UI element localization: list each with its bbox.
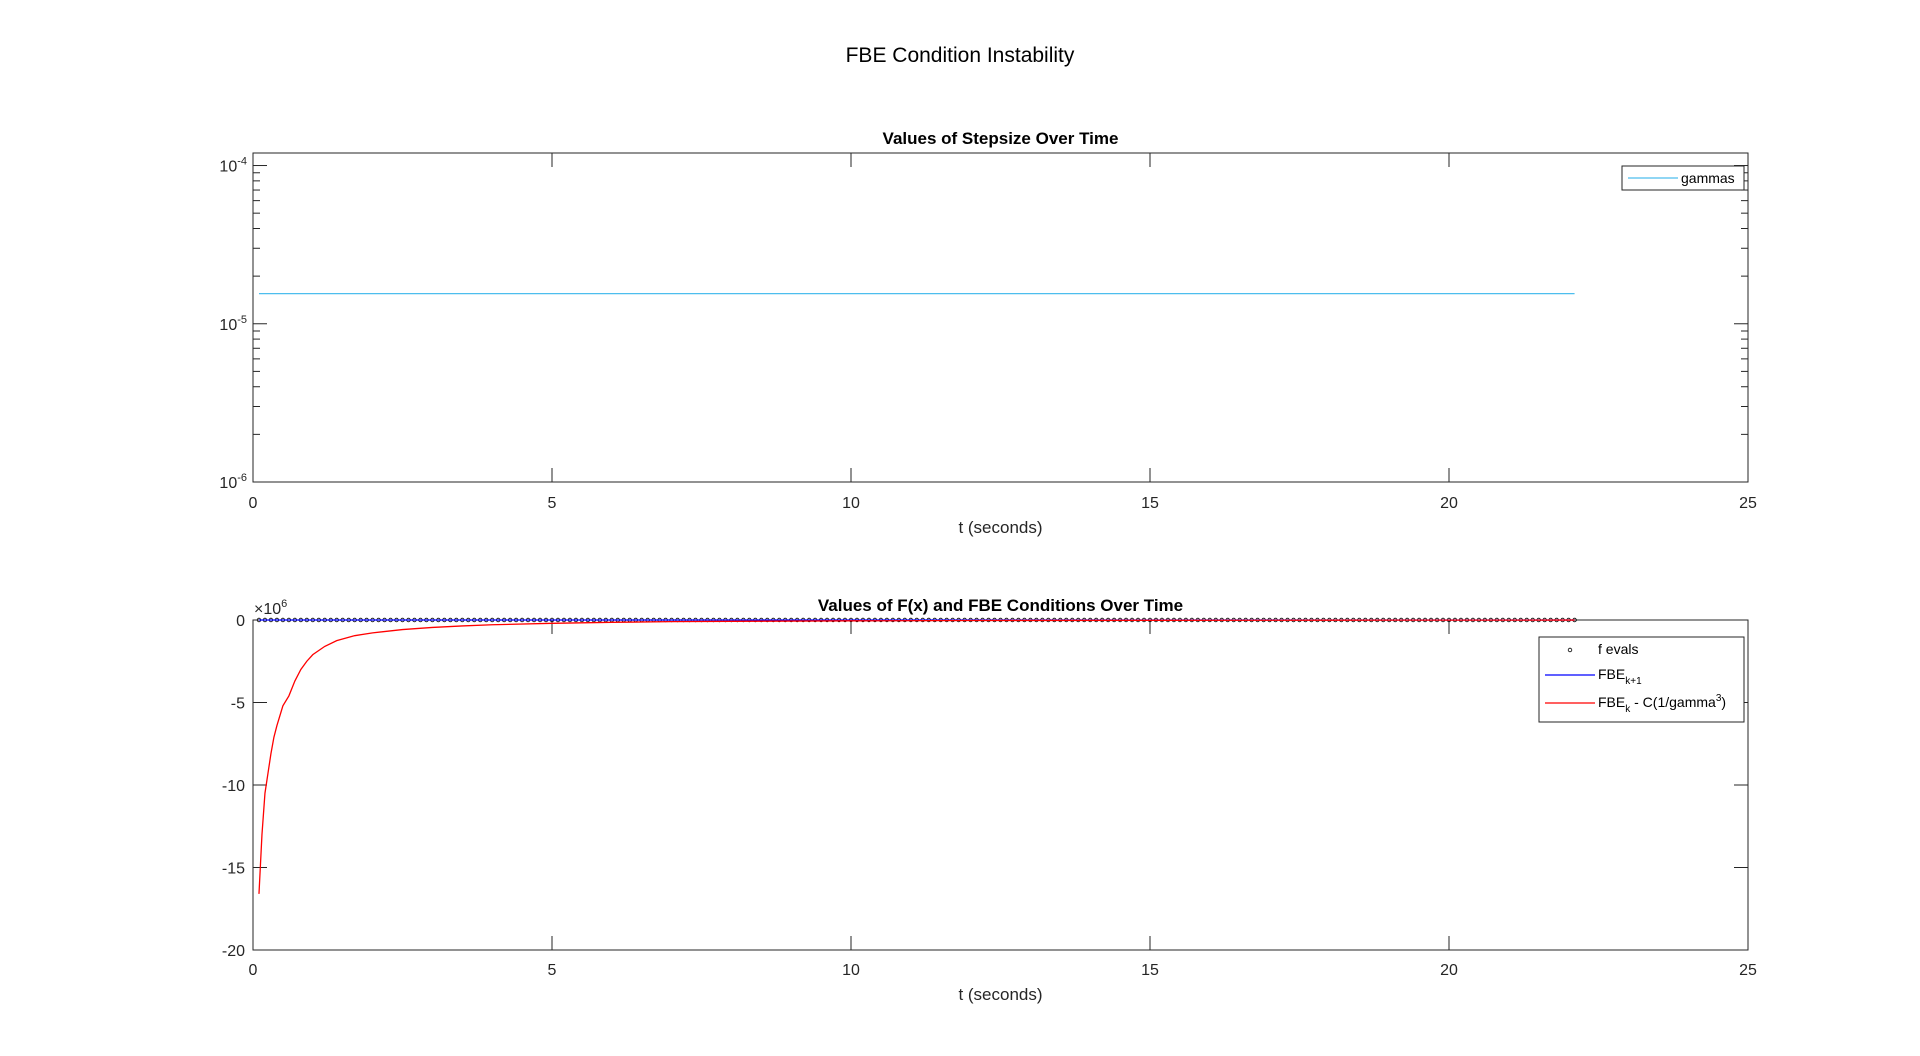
x-tick-label: 5 — [548, 495, 557, 512]
y-multiplier: ×106 — [254, 598, 287, 618]
x-tick-label: 20 — [1440, 962, 1458, 979]
y-tick-label: 10-4 — [219, 156, 247, 176]
y-tick-label: -5 — [231, 696, 245, 713]
y-tick-label: -20 — [222, 943, 245, 960]
x-tick-label: 0 — [249, 962, 258, 979]
legend-label: FBEk - C(1/gamma3) — [1598, 693, 1726, 715]
stepsize-axes: Values of Stepsize Over Time 0 5 10 15 20 25 t … — [219, 129, 1757, 537]
legend-box — [1538, 636, 1745, 723]
x-axis-label: t (seconds) — [958, 518, 1042, 537]
x-tick-label: 15 — [1141, 495, 1159, 512]
legend-label: f evals — [1598, 641, 1638, 657]
x-axis-label: t (seconds) — [958, 985, 1042, 1004]
x-tick-label: 15 — [1141, 962, 1159, 979]
x-tick-label: 25 — [1739, 495, 1757, 512]
legend-label: FBEk+1 — [1598, 666, 1642, 687]
x-tick-label: 20 — [1440, 495, 1458, 512]
y-tick-label: 0 — [236, 613, 245, 630]
axes-title: Values of F(x) and FBE Conditions Over T… — [818, 596, 1183, 615]
axes-box — [252, 152, 1749, 483]
series-line-fbe-k-c — [258, 619, 1575, 894]
y-tick-label: -10 — [222, 778, 245, 795]
fbe-axes: Values of F(x) and FBE Conditions Over T… — [222, 596, 1757, 1004]
legend-swatch — [1567, 647, 1573, 653]
y-tick-label: 10-6 — [219, 472, 247, 492]
x-tick-label: 5 — [548, 962, 557, 979]
figure-suptitle: FBE Condition Instability — [846, 44, 1075, 67]
y-tick-label: -15 — [222, 861, 245, 878]
legend-label-gammas: gammas — [1681, 170, 1735, 186]
x-tick-label: 10 — [842, 962, 860, 979]
axes-title: Values of Stepsize Over Time — [883, 129, 1119, 148]
legend: f evals FBEk+1 FBEk - C(1/gamma3) — [1538, 636, 1745, 723]
x-tick-label: 25 — [1739, 962, 1757, 979]
y-tick-label: 10-5 — [219, 314, 247, 334]
legend: gammas — [1621, 165, 1745, 191]
x-tick-label: 10 — [842, 495, 860, 512]
x-tick-label: 0 — [249, 495, 258, 512]
